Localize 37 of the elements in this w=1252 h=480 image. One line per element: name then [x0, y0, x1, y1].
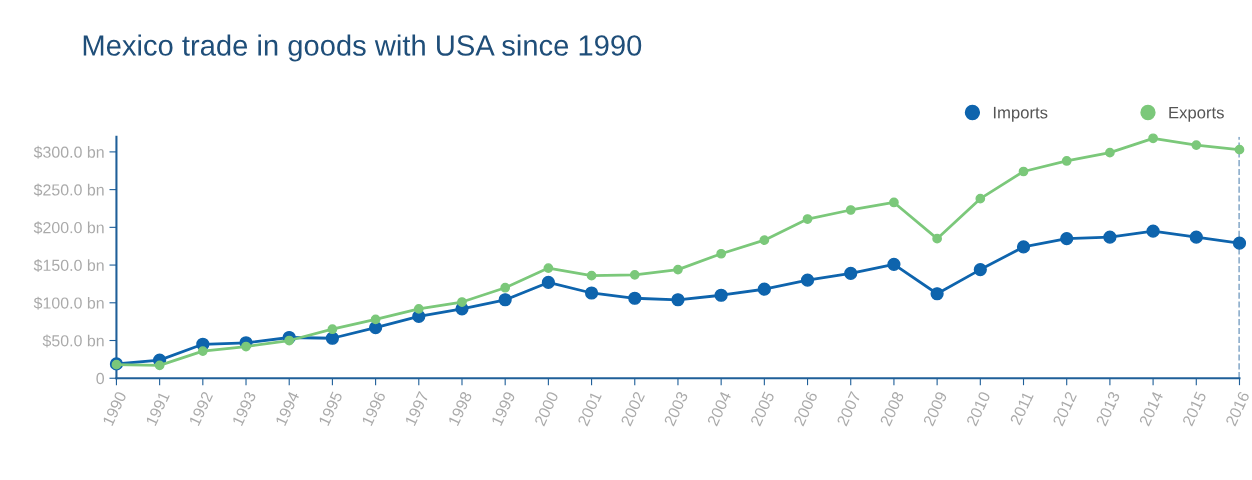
legend-label: Exports	[1169, 106, 1224, 122]
x-tick-label: 2007	[836, 390, 862, 427]
x-tick-label: 2015	[1181, 390, 1207, 427]
x-tick-label: 2013	[1095, 390, 1121, 427]
x-tick-label: 1991	[145, 390, 170, 427]
x-tick-label: 2008	[879, 390, 905, 427]
y-tick-label: $50.0 bn	[42, 334, 104, 348]
x-tick-label: 2011	[1009, 390, 1034, 426]
x-tick-label: 2000	[534, 390, 559, 427]
x-tick-label: 2009	[922, 390, 948, 427]
y-tick-label: $100.0 bn	[33, 296, 104, 310]
y-tick-label: 0	[96, 372, 105, 385]
x-tick-label: 2006	[793, 390, 818, 427]
x-tick-label: 1998	[447, 390, 473, 427]
y-tick-label: $250.0 bn	[33, 183, 104, 197]
x-tick-label: 2001	[577, 390, 602, 427]
x-tick-label: 1996	[361, 390, 386, 427]
legend-label: Imports	[993, 106, 1048, 122]
x-tick-label: 1999	[491, 390, 516, 427]
x-tick-label: 1992	[188, 390, 214, 427]
x-tick-label: 2002	[620, 390, 646, 427]
x-tick-label: 1997	[404, 390, 430, 427]
chart-title: Mexico trade in goods with USA since 1990	[83, 34, 642, 62]
x-tick-label: 1994	[275, 390, 300, 427]
x-tick-label: 1993	[231, 390, 257, 427]
x-tick-label: 2012	[1052, 390, 1077, 427]
x-tick-label: 2003	[663, 390, 689, 427]
x-tick-label: 2005	[750, 390, 775, 427]
y-tick-label: $150.0 bn	[33, 259, 104, 272]
x-tick-label: 2004	[706, 390, 732, 427]
x-tick-label: 2010	[966, 390, 991, 427]
x-tick-label: 1990	[102, 390, 127, 427]
y-tick-label: $300.0 bn	[33, 145, 104, 159]
x-tick-label: 2016	[1225, 390, 1250, 427]
y-tick-label: $200.0 bn	[33, 221, 104, 235]
x-tick-label: 1995	[318, 390, 343, 427]
x-tick-label: 2014	[1138, 390, 1164, 427]
